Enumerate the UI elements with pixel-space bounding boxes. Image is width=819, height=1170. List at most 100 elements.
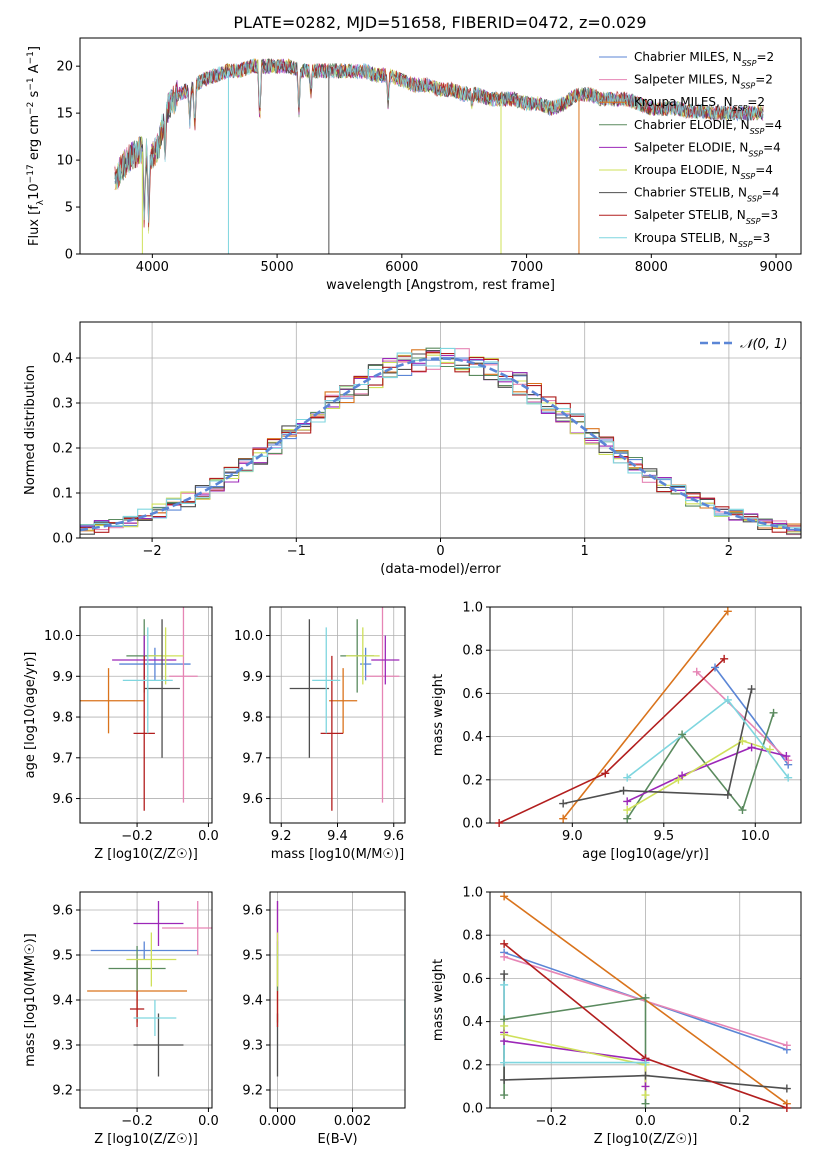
y-tick-label: 9.6 [52,792,73,807]
y-tick-label: 0.2 [462,773,483,788]
histogram-step-kroupa-stelib [80,347,801,529]
data-marker [623,773,632,782]
plot-area-age-vs-mass [289,607,400,811]
x-tick-label: −2 [143,544,162,559]
x-tick-label: 5000 [261,260,294,275]
data-marker [782,1084,791,1093]
x-tick-label: 10.0 [741,829,770,844]
data-marker [784,756,793,765]
y-tick-label: 9.6 [52,904,73,919]
y-tick-label: 0.2 [462,1058,483,1073]
x-tick-label: 4000 [136,260,169,275]
axes-frame [489,606,802,824]
panel-weight-vs-age: 9.0 9.5 10.0 0.0 0.2 0.4 0.6 0.8 1.0 age [log10(a… [431,601,802,862]
x-axis-label: mass [log10(M/M☉)] [271,847,404,862]
data-marker [641,1099,650,1108]
plot-area-mass-vs-Z [87,901,212,1077]
x-axis-label: (data-model)/error [380,562,501,577]
data-marker [495,819,504,827]
figure-title: PLATE=0282, MJD=51658, FIBERID=0472, z=0… [233,13,646,32]
y-tick-label: 9.6 [242,904,263,919]
x-tick-label: −0.2 [121,1114,153,1129]
data-marker [784,773,793,782]
y-tick-label: 0.4 [52,352,73,367]
y-tick-label: 9.7 [242,751,263,766]
x-tick-label: 0.002 [334,1114,371,1129]
data-marker [601,769,610,778]
data-marker [711,663,720,672]
x-tick-label: 9.0 [562,829,583,844]
data-marker [500,892,509,901]
data-marker [692,667,701,676]
panel-age-vs-Z: −0.2 0.0 9.6 9.7 9.8 9.9 10.0 Z [log10(Z/Z☉)] ag… [23,606,219,862]
y-tick-label: 1.0 [462,886,483,901]
data-marker [500,952,509,961]
data-marker [559,814,568,823]
x-tick-label: 0.000 [259,1114,296,1129]
y-tick-label: 0.6 [462,687,483,702]
x-tick-label: −1 [287,544,306,559]
y-tick-label: 5 [65,201,73,216]
data-marker [500,970,509,979]
x-tick-label: 9.2 [271,829,292,844]
legend-entry: Salpeter MILES, NSSP=2 [634,73,773,91]
y-tick-label: 9.9 [52,670,73,685]
data-marker [500,1091,509,1100]
y-tick-label: 0.4 [462,1015,483,1030]
legend-entry: Kroupa STELIB, NSSP=3 [634,231,770,249]
data-marker [623,814,632,823]
panel-residuals: −2 −1 0 1 2 0.0 0.1 0.2 0.3 0.4 (data-model)/error… [23,321,802,577]
plot-area-mass-vs-EBV [276,901,405,1077]
data-marker [738,736,747,745]
panel-mass-vs-EBV: 0.000 0.002 9.2 9.3 9.4 9.5 9.6 E(B-V) [242,891,406,1147]
legend-entry: Chabrier STELIB, NSSP=4 [634,186,779,204]
x-tick-label: −0.2 [535,1114,567,1129]
y-tick-label: 9.2 [52,1084,73,1099]
y-tick-label: 0.1 [52,487,73,502]
spectrum-line-kroupa-stelib [114,58,764,223]
y-tick-label: 0.0 [52,532,73,547]
y-axis-label: Flux [fλ10−17 erg cm−2 s−1 A−1] [26,46,46,246]
plot-area-age-vs-Z [80,607,198,811]
y-tick-label: 9.9 [242,670,263,685]
x-axis-label: wavelength [Angstrom, rest frame] [326,278,555,293]
x-tick-label: 7000 [510,260,543,275]
data-marker [723,695,732,704]
y-tick-label: 9.3 [52,1039,73,1054]
legend-entry: 𝒩(0, 1) [740,337,787,352]
x-tick-label: 0.0 [198,1114,219,1129]
x-axis-label: Z [log10(Z/Z☉)] [94,847,198,862]
panel-age-vs-mass: 9.2 9.4 9.6 9.6 9.7 9.8 9.9 10.0 mass [log10(M/M… [234,606,406,862]
data-marker [674,775,683,784]
x-tick-label: 9.4 [327,829,348,844]
legend: Chabrier MILES, NSSP=2 Salpeter MILES, NS… [599,50,782,248]
y-tick-label: 10.0 [44,629,73,644]
series-line-chabrier-stelib [563,688,753,805]
x-tick-label: 2 [725,544,733,559]
y-tick-label: 9.8 [52,711,73,726]
y-tick-label: 10.0 [234,629,263,644]
series-line-kroupa-miles [562,610,729,820]
data-marker [623,797,632,806]
x-axis-label: E(B-V) [317,1132,357,1147]
data-marker [500,939,509,948]
y-axis-label: mass weight [431,674,446,756]
data-marker [723,607,732,616]
data-marker [769,708,778,717]
series-line-salpeter-miles [696,671,789,761]
data-marker [641,1071,650,1080]
data-marker [500,1030,509,1039]
series-line-kroupa-elodie [503,1025,647,1095]
legend-entry: Salpeter ELODIE, NSSP=4 [634,140,781,158]
data-marker [641,1058,650,1067]
y-tick-label: 0.0 [462,1102,483,1117]
y-axis-label: Normed distribution [23,365,38,495]
y-tick-label: 9.4 [242,994,263,1009]
data-marker [641,1091,650,1100]
data-marker [500,1021,509,1030]
x-tick-label: 9.5 [653,829,674,844]
y-tick-label: 9.5 [242,949,263,964]
data-marker [623,806,632,815]
x-tick-label: 0.0 [635,1114,656,1129]
axes-frame [79,606,213,824]
